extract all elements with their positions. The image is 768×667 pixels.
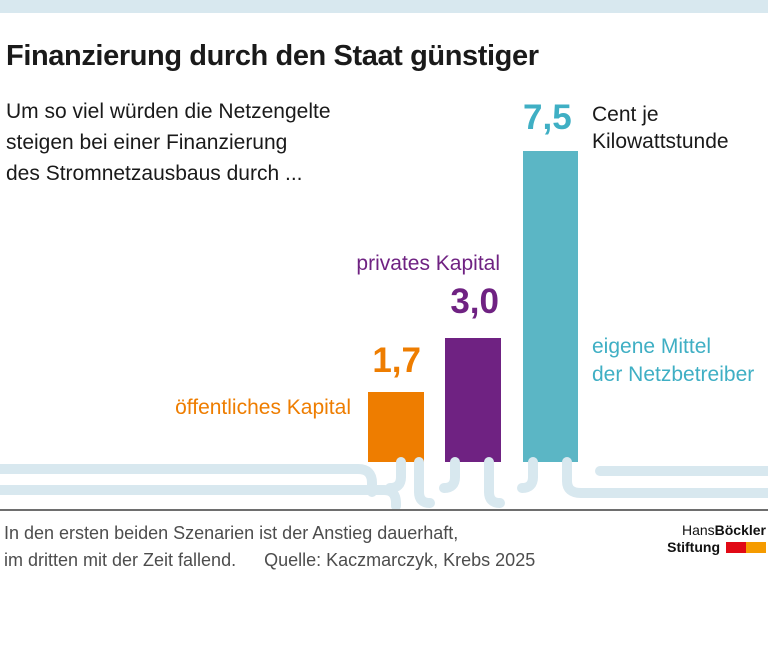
logo-text-boeckler: Böckler — [714, 522, 766, 538]
decor-leg-purple-right — [484, 457, 505, 508]
logo-block-orange — [746, 542, 766, 553]
logo-color-blocks-icon — [726, 542, 766, 553]
chart-subtitle: Um so viel würden die Netzengelte steige… — [6, 100, 331, 185]
hans-boeckler-stiftung-logo: Hans Böckler Stiftung — [667, 522, 766, 556]
logo-line2: Stiftung — [667, 539, 766, 556]
unit-label: Cent je Kilowattstunde — [592, 103, 729, 153]
bar-privates-kapital — [445, 338, 501, 462]
logo-block-red — [726, 542, 746, 553]
power-grid-decoration-icon — [0, 457, 768, 510]
top-decor-band — [0, 0, 768, 13]
footer-divider — [0, 509, 768, 511]
footnote-line2: im dritten mit der Zeit fallend. — [4, 550, 237, 570]
logo-text-hans: Hans — [681, 522, 715, 538]
bar-oeffentliches-kapital — [368, 392, 424, 462]
decor-line-right-lower — [562, 457, 768, 498]
decor-leg-teal-left — [517, 457, 538, 493]
decor-leg-purple-left — [439, 457, 460, 493]
decor-line-left-lower — [0, 485, 401, 510]
footnote: In den ersten beiden Szenarien ist der A… — [4, 520, 535, 574]
category-label-privates-kapital: privates Kapital — [356, 252, 500, 275]
decor-line-left-upper — [0, 464, 377, 497]
value-label-oeffentliches-kapital: 1,7 — [372, 341, 421, 380]
value-label-eigene-mittel: 7,5 — [523, 98, 572, 137]
logo-text-stiftung: Stiftung — [667, 539, 720, 555]
decor-leg-orange-right — [414, 457, 435, 508]
logo-line1: Hans Böckler — [667, 522, 766, 539]
category-label-oeffentliches-kapital: öffentliches Kapital — [175, 396, 351, 419]
footnote-line1: In den ersten beiden Szenarien ist der A… — [4, 523, 459, 543]
source-text: Quelle: Kaczmarczyk, Krebs 2025 — [264, 550, 536, 570]
value-label-privates-kapital: 3,0 — [450, 282, 499, 321]
category-label-eigene-mittel: eigene Mittel der Netzbetreiber — [592, 335, 755, 386]
decor-leg-orange-left — [385, 457, 406, 493]
page-title: Finanzierung durch den Staat günstiger — [6, 40, 539, 72]
bar-eigene-mittel — [523, 151, 578, 462]
